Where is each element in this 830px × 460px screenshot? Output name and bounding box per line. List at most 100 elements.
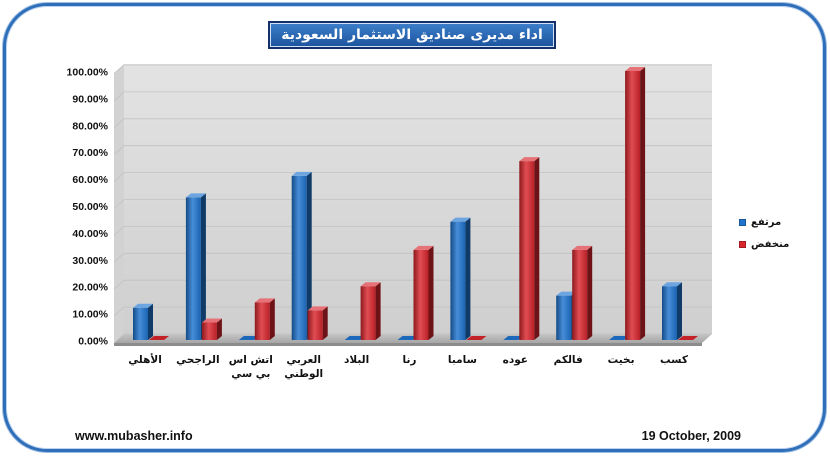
bar-side-face	[216, 318, 222, 340]
bar-series-2-10	[625, 67, 646, 340]
bar-series-1-3	[238, 336, 259, 340]
gridline-side	[113, 226, 125, 236]
bar-side-face	[375, 282, 381, 340]
legend-item-rise: مرتفع	[739, 211, 789, 233]
gridline-side	[113, 253, 125, 263]
bar-top-face	[450, 217, 471, 222]
bar-series-2-7	[466, 336, 487, 340]
bar-top-face	[238, 336, 259, 340]
bar-series-2-4	[307, 306, 328, 340]
bar-top-face	[556, 291, 577, 296]
footer-website: www.mubasher.info	[75, 429, 193, 443]
bar-series-1-5	[344, 336, 365, 340]
bar-top-face	[254, 298, 275, 303]
bar-side-face	[677, 282, 682, 340]
bar-side-face	[148, 303, 153, 340]
bar-front-face	[185, 197, 201, 340]
bar-front-face	[519, 161, 535, 340]
chart-title: اداء مديرى صناديق الاستثمار السعودية	[268, 21, 556, 49]
bar-top-face	[149, 336, 169, 340]
bar-side-face	[534, 157, 540, 340]
bar-side-face	[200, 193, 206, 340]
bar-side-face	[428, 245, 434, 340]
bar-series-1-2	[185, 193, 206, 340]
bar-series-1-4	[291, 171, 312, 340]
bar-series-2-11	[678, 336, 698, 340]
gridline-side	[113, 172, 125, 182]
bar-top-face	[662, 282, 682, 287]
bar-series-1-11	[662, 282, 682, 340]
y-tick-label: 80.00%	[72, 120, 108, 132]
legend-swatch	[739, 218, 746, 226]
bar-top-face	[397, 336, 418, 340]
bar-top-face	[291, 171, 312, 176]
bar-top-face	[360, 282, 381, 287]
bar-series-2-2	[201, 318, 222, 340]
legend: مرتفع منخفض	[739, 211, 789, 255]
y-tick-label: 40.00%	[72, 228, 108, 240]
gridline-side	[113, 306, 125, 317]
bar-series-1-7	[450, 217, 471, 340]
legend-label: منخفض	[751, 238, 790, 250]
plot-floor-edge	[114, 343, 702, 346]
bars	[133, 67, 698, 340]
bar-front-face	[625, 71, 641, 340]
bar-top-face	[133, 303, 153, 308]
bar-series-1-1	[133, 303, 153, 340]
bar-front-face	[133, 307, 148, 340]
bar-side-face	[587, 245, 593, 340]
bar-front-face	[291, 175, 307, 340]
bar-front-face	[201, 322, 217, 340]
legend-swatch	[739, 240, 746, 248]
bar-front-face	[556, 295, 572, 340]
bar-series-1-10	[609, 336, 630, 340]
bar-top-face	[185, 193, 206, 198]
gridline-side	[113, 145, 125, 155]
bar-top-face	[678, 336, 698, 340]
gridline-side	[113, 333, 125, 344]
footer-date: 19 October, 2009	[641, 429, 741, 443]
gridline-side	[113, 279, 125, 290]
bar-front-face	[307, 310, 323, 340]
bar-series-2-1	[149, 336, 169, 340]
y-tick-label: 20.00%	[72, 282, 108, 294]
bar-top-face	[201, 318, 222, 323]
bar-top-face	[572, 245, 593, 250]
y-tick-label: 10.00%	[72, 309, 108, 321]
bar-front-face	[662, 286, 677, 340]
y-tick-label: 50.00%	[72, 201, 108, 213]
bar-top-face	[413, 245, 434, 250]
y-tick-label: 100.00%	[67, 67, 109, 79]
gridline-side	[113, 91, 125, 102]
bar-top-face	[344, 336, 365, 340]
gridline-side	[113, 64, 125, 75]
bar-side-face	[322, 306, 328, 340]
bar-side-face	[465, 217, 471, 340]
y-tick-label: 90.00%	[72, 93, 108, 105]
bar-top-face	[503, 336, 524, 340]
bar-front-face	[450, 221, 466, 340]
bar-side-face	[640, 67, 646, 340]
y-tick-label: 70.00%	[72, 147, 108, 159]
bar-top-face	[519, 157, 540, 162]
bar-side-face	[269, 298, 275, 340]
legend-item-fall: منخفض	[739, 233, 789, 255]
gridline-side	[113, 199, 125, 209]
bar-series-1-6	[397, 336, 418, 340]
legend-label: مرتفع	[751, 216, 782, 228]
bar-series-2-9	[572, 245, 593, 340]
y-tick-label: 60.00%	[72, 174, 108, 186]
bar-series-2-8	[519, 157, 540, 340]
bar-series-2-5	[360, 282, 381, 340]
y-tick-label: 30.00%	[72, 255, 108, 267]
bar-side-face	[306, 171, 312, 340]
bar-top-face	[307, 306, 328, 311]
bar-front-face	[360, 286, 376, 340]
bar-series-2-6	[413, 245, 434, 340]
bar-top-face	[625, 67, 646, 71]
y-tick-label: 0.00%	[78, 336, 108, 348]
bar-front-face	[254, 302, 270, 340]
bar-series-2-3	[254, 298, 275, 340]
bar-top-face	[466, 336, 487, 340]
